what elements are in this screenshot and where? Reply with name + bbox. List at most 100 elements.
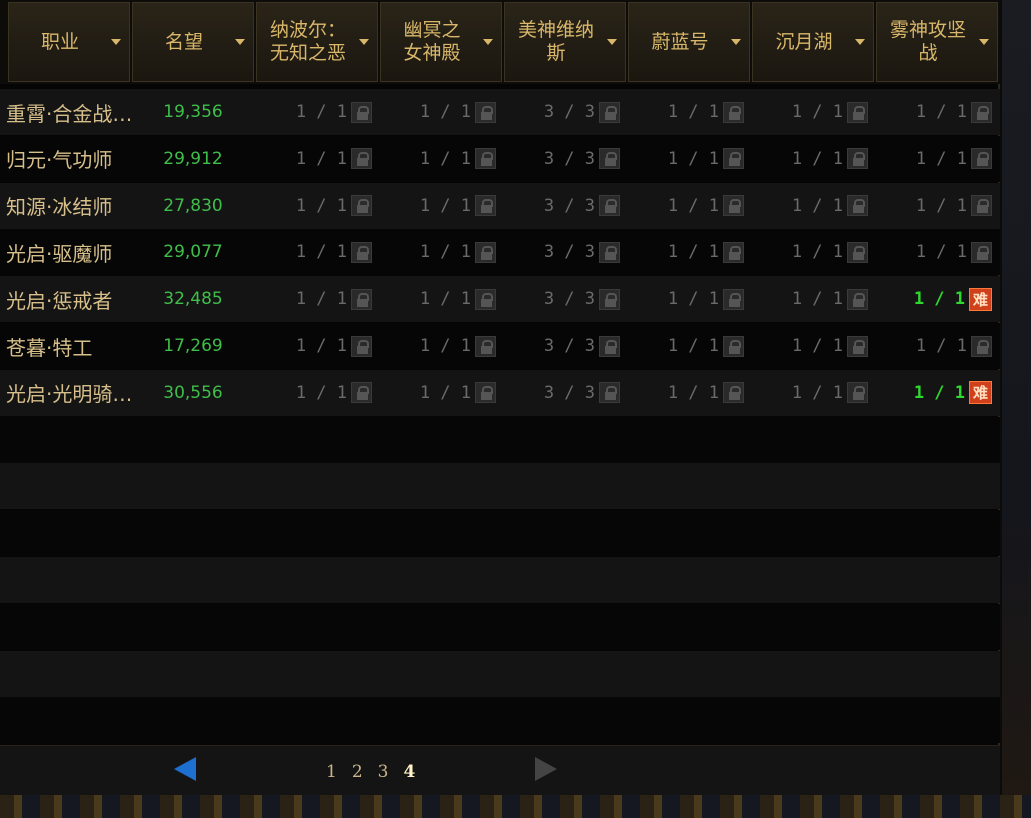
progress-cell: 3 / 3 (504, 323, 626, 369)
progress-text: 1 / 1 (667, 148, 719, 169)
lock-icon (847, 335, 868, 357)
lock-icon (599, 101, 620, 123)
lock-icon (475, 148, 496, 170)
table-row (0, 463, 1000, 510)
progress-text: 1 / 1 (667, 289, 719, 310)
progress-cell: 1 / 1 (380, 229, 502, 275)
progress-cell: 3 / 3 (504, 229, 626, 275)
lock-icon (475, 101, 496, 123)
progress-cell: 1 / 1 (876, 229, 998, 275)
progress-text: 1 / 1 (913, 289, 965, 310)
table-row[interactable]: 苍暮·特工 17,269 1 / 1 1 / 1 3 / 3 1 / 1 1 / 1 1 / … (0, 323, 1000, 369)
progress-cell: 1 / 1 (628, 323, 750, 369)
progress-text: 1 / 1 (667, 382, 719, 403)
progress-cell: 1 / 1 (876, 89, 998, 135)
page-number[interactable]: 3 (377, 762, 389, 782)
progress-cell: 1 / 1 (256, 136, 378, 182)
lock-icon (971, 335, 992, 357)
lock-icon (351, 148, 372, 170)
column-header[interactable]: 职业 (8, 2, 130, 82)
column-header-label: 纳波尔： 无知之恶 (269, 19, 346, 64)
progress-cell: 1 / 1 (628, 229, 750, 275)
progress-text: 1 / 1 (915, 102, 967, 122)
progress-text: 3 / 3 (543, 336, 595, 356)
lock-icon (351, 241, 372, 263)
job-cell: 重霄·合金战… (6, 101, 130, 126)
fame-cell: 29,077 (163, 242, 223, 263)
column-header[interactable]: 幽冥之 女神殿 (380, 2, 502, 82)
progress-text: 1 / 1 (791, 289, 843, 310)
lock-icon (723, 335, 744, 357)
table-row[interactable]: 光启·驱魔师 29,077 1 / 1 1 / 1 3 / 3 1 / 1 1 / 1 1 /… (0, 229, 1000, 276)
progress-cell: 1 / 1 (380, 276, 502, 322)
progress-cell: 1 / 1 (628, 276, 750, 322)
column-header[interactable]: 蔚蓝号 (628, 2, 750, 82)
progress-text: 3 / 3 (543, 102, 595, 122)
progress-cell: 1 / 1 (256, 89, 378, 135)
column-header[interactable]: 纳波尔： 无知之恶 (256, 2, 378, 82)
sort-arrow-icon[interactable] (607, 39, 617, 45)
hard-difficulty-badge: 难 (969, 381, 992, 405)
lock-icon (351, 195, 372, 217)
table-row (0, 510, 1000, 557)
prev-page-arrow-icon[interactable] (174, 757, 196, 781)
progress-cell: 1 / 1 (628, 136, 750, 182)
column-header[interactable]: 沉月湖 (752, 2, 874, 82)
sort-arrow-icon[interactable] (731, 39, 741, 45)
column-header[interactable]: 美神维纳 斯 (504, 2, 626, 82)
fame-cell: 30,556 (163, 382, 223, 403)
sort-arrow-icon[interactable] (111, 39, 121, 45)
progress-cell: 1 / 1 (876, 323, 998, 369)
sort-arrow-icon[interactable] (855, 39, 865, 45)
progress-cell: 1 / 1 (256, 323, 378, 369)
progress-text: 1 / 1 (419, 336, 471, 356)
job-cell: 知源·冰结师 (6, 195, 113, 220)
column-header-label: 名望 (164, 30, 203, 53)
progress-text: 3 / 3 (543, 195, 595, 216)
page-number[interactable]: 4 (403, 762, 416, 782)
page-number[interactable]: 2 (351, 762, 363, 782)
progress-cell: 1 / 1 (752, 183, 874, 229)
job-cell: 光启·驱魔师 (6, 241, 113, 266)
table-row[interactable]: 知源·冰结师 27,830 1 / 1 1 / 1 3 / 3 1 / 1 1 / 1 1 /… (0, 182, 1000, 229)
lock-icon (475, 288, 496, 310)
progress-cell: 1 / 1 (752, 89, 874, 135)
progress-text: 3 / 3 (543, 382, 595, 403)
progress-text: 1 / 1 (667, 336, 719, 356)
lock-icon (475, 195, 496, 217)
table-row[interactable]: 归元·气功师 29,912 1 / 1 1 / 1 3 / 3 1 / 1 1 / 1 1 /… (0, 135, 1000, 182)
table-row (0, 650, 1000, 697)
progress-text: 1 / 1 (915, 242, 967, 263)
progress-text: 1 / 1 (915, 336, 967, 356)
lock-icon (971, 241, 992, 263)
sort-arrow-icon[interactable] (483, 39, 493, 45)
next-page-arrow-icon[interactable] (535, 757, 557, 781)
lock-icon (599, 148, 620, 170)
progress-text: 1 / 1 (667, 195, 719, 216)
sort-arrow-icon[interactable] (979, 39, 989, 45)
progress-cell: 1 / 1 (256, 229, 378, 275)
column-header[interactable]: 名望 (132, 2, 254, 82)
page-number[interactable]: 1 (326, 762, 337, 782)
progress-text: 1 / 1 (295, 336, 347, 356)
sort-arrow-icon[interactable] (235, 39, 245, 45)
progress-text: 1 / 1 (791, 382, 843, 403)
lock-icon (475, 335, 496, 357)
progress-text: 1 / 1 (791, 242, 843, 263)
column-header[interactable]: 雾神攻坚 战 (876, 2, 998, 82)
progress-cell: 3 / 3 (504, 370, 626, 416)
progress-cell: 1 / 1 (380, 183, 502, 229)
sort-arrow-icon[interactable] (359, 39, 369, 45)
lock-icon (723, 195, 744, 217)
table-header: 职业 名望 纳波尔： 无知之恶 幽冥之 女神殿 美神维纳 斯 蔚蓝号 沉月湖 雾神攻坚 战 (0, 0, 1000, 84)
lock-icon (475, 382, 496, 404)
lock-icon (599, 241, 620, 263)
table-row (0, 416, 1000, 463)
column-header-label: 美神维纳 斯 (517, 19, 594, 64)
progress-cell: 1 / 1 (752, 136, 874, 182)
progress-text: 1 / 1 (295, 242, 347, 263)
table-row[interactable]: 重霄·合金战… 19,356 1 / 1 1 / 1 3 / 3 1 / 1 1 / 1 1 … (0, 89, 1000, 135)
